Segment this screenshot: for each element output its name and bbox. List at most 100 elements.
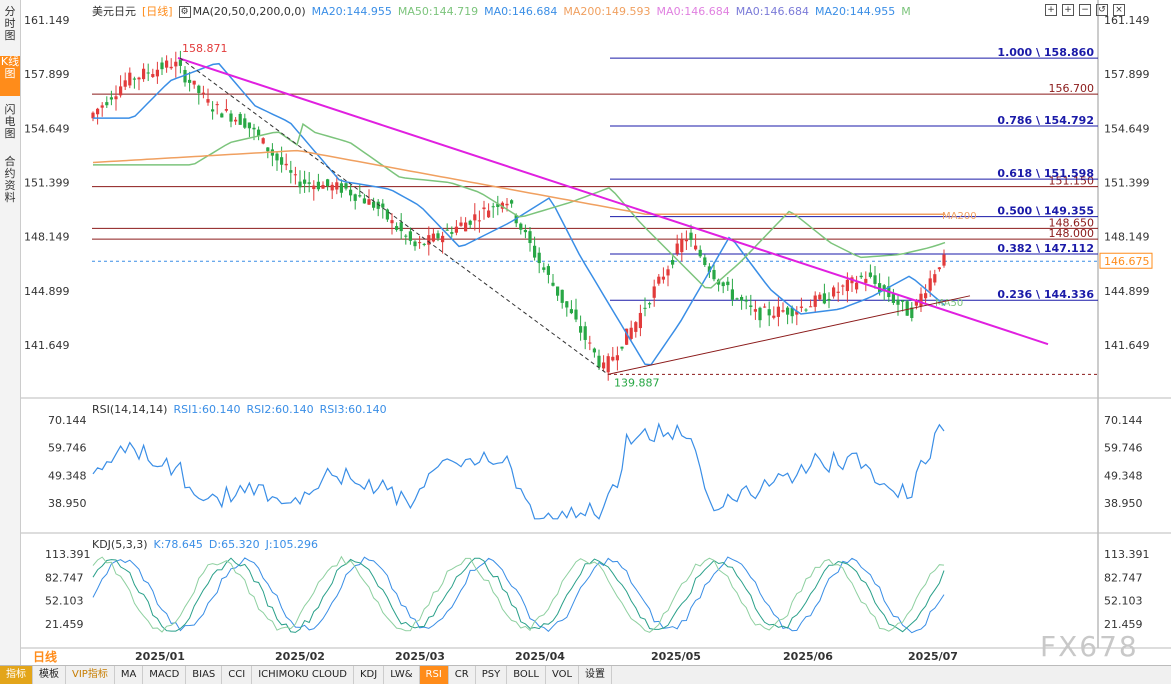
period-tab-daily[interactable]: 日线 [32, 650, 57, 664]
candle-body [496, 203, 500, 207]
btn-boll[interactable]: BOLL [507, 666, 546, 684]
btn-ichimoku[interactable]: ICHIMOKU CLOUD [252, 666, 354, 684]
date-tick: 2025/02 [275, 650, 325, 663]
candle-body [174, 61, 178, 67]
uptrend-line [607, 295, 971, 375]
candle-body [349, 189, 353, 196]
price-tick-right: 141.649 [1104, 339, 1150, 352]
period-label[interactable]: [日线] [142, 5, 173, 18]
btn-vip-indicators[interactable]: VIP指标 [66, 666, 115, 684]
btn-macd[interactable]: MACD [143, 666, 187, 684]
candle-body [822, 293, 826, 304]
candle-body [404, 235, 408, 237]
tab-kline[interactable]: K线图 [0, 56, 20, 96]
rsi-legend: RSI(14,14,14) RSI1:60.140 RSI2:60.140 RSI3:… [92, 403, 393, 416]
candle-body [266, 147, 270, 152]
candle-body [648, 303, 652, 305]
close-icon[interactable]: × [1113, 4, 1125, 16]
price-tick-left: 148.149 [24, 231, 70, 244]
zoom-out-icon[interactable]: − [1079, 4, 1091, 16]
ma20-value-2: MA20:144.955 [814, 5, 896, 18]
btn-lw[interactable]: LW& [384, 666, 420, 684]
date-tick: 2025/05 [651, 650, 701, 663]
btn-cr[interactable]: CR [449, 666, 476, 684]
candle-body [634, 322, 638, 332]
btn-psy[interactable]: PSY [476, 666, 508, 684]
candle-body [408, 231, 412, 241]
btn-cci[interactable]: CCI [222, 666, 253, 684]
btn-rsi[interactable]: RSI [419, 666, 449, 684]
candle-body [689, 232, 693, 240]
tab-contract-info[interactable]: 合约资料 [4, 155, 16, 204]
candle-body [698, 249, 702, 257]
kdj-tick-left: 82.747 [45, 571, 84, 584]
candle-body [275, 153, 279, 161]
candle-body [197, 85, 201, 94]
candle-body [390, 220, 394, 224]
candle-body [542, 267, 546, 270]
zoom-in-icon[interactable]: + [1062, 4, 1074, 16]
btn-template[interactable]: 模板 [33, 666, 66, 684]
candle-body [615, 355, 619, 361]
legend-more: M [901, 5, 911, 18]
btn-indicators[interactable]: 指标 [0, 666, 33, 684]
candle-body [919, 293, 923, 307]
btn-ma[interactable]: MA [115, 666, 144, 684]
ma0-value-2: MA0:146.684 [656, 5, 730, 18]
candle-body [606, 356, 610, 373]
candle-body [436, 233, 440, 239]
fib-level-label: 1.000 \ 158.860 [997, 46, 1094, 59]
tab-timeshare[interactable]: 分时图 [4, 5, 16, 42]
candle-body [556, 286, 560, 296]
candle-body [316, 181, 320, 190]
crosshair-icon[interactable]: + [1045, 4, 1057, 16]
btn-bias[interactable]: BIAS [186, 666, 223, 684]
candle-body [224, 109, 228, 111]
price-tick-right: 148.149 [1104, 231, 1150, 244]
rsi-tick-left: 38.950 [48, 497, 87, 510]
fib-level-label: 0.786 \ 154.792 [997, 114, 1094, 127]
candle-body [399, 222, 403, 232]
candle-body [155, 69, 159, 77]
date-tick: 2025/01 [135, 650, 185, 663]
candle-body [206, 99, 210, 103]
ma20-value: MA20:144.955 [311, 5, 392, 18]
candle-body [441, 235, 445, 243]
candle-body [307, 182, 311, 184]
candle-body [312, 185, 316, 190]
candle-body [873, 275, 877, 284]
candle-body [459, 222, 463, 226]
candle-body [109, 97, 113, 100]
candle-body [326, 179, 330, 186]
candle-body [643, 307, 647, 309]
candle-body [763, 306, 767, 308]
candle-body [505, 203, 509, 206]
fib-level-label: 0.500 \ 149.355 [997, 205, 1094, 218]
candle-body [841, 285, 845, 287]
candle-body [795, 311, 799, 315]
tab-flash[interactable]: 闪电图 [4, 103, 16, 140]
candle-body [238, 113, 242, 125]
candle-body [735, 298, 739, 300]
settings-icon[interactable]: ⚙ [178, 6, 191, 18]
candle-body [192, 80, 196, 85]
candle-body [169, 66, 173, 69]
btn-settings[interactable]: 设置 [579, 666, 613, 684]
kdj-tick-left: 113.391 [45, 548, 91, 561]
indicator-bar: 指标 模板 VIP指标 MA MACD BIAS CCI ICHIMOKU CLOUD KDJ L… [0, 665, 1171, 684]
kdj-tick-right: 113.391 [1104, 548, 1150, 561]
candle-body [477, 220, 481, 222]
candle-body [137, 77, 141, 80]
candle-body [703, 257, 707, 266]
candle-body [100, 105, 104, 108]
restore-icon[interactable]: ↺ [1096, 4, 1108, 16]
candle-body [721, 282, 725, 287]
candle-body [487, 210, 491, 218]
price-legend: 美元日元 [日线] ⚙ MA(20,50,0,200,0,0) MA20:144.955… [92, 3, 917, 19]
candle-body [358, 195, 362, 197]
resistance-label: 156.700 [1049, 82, 1095, 95]
btn-kdj[interactable]: KDJ [354, 666, 385, 684]
candle-body [418, 242, 422, 244]
btn-vol[interactable]: VOL [546, 666, 580, 684]
